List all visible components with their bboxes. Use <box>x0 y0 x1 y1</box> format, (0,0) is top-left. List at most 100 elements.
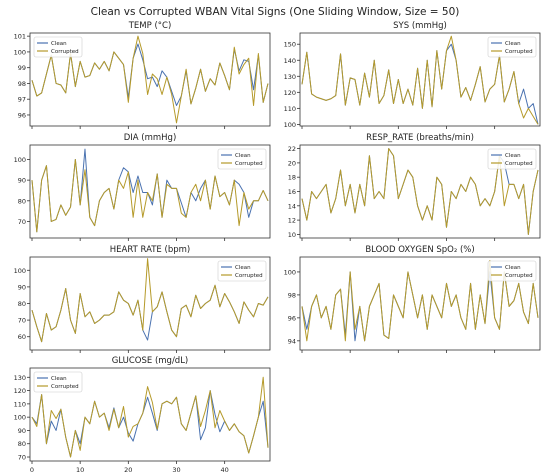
series-line-clean <box>31 284 269 343</box>
subplot-2: SYS (mmHg) 100 110 120 130 140 150 Clean Corrupt… <box>284 21 541 129</box>
legend-box <box>33 371 83 393</box>
axes-frame <box>299 32 541 127</box>
y-tick-label: 70 <box>18 317 26 325</box>
subplot-title: BLOOD OXYGEN SpO₂ (%) <box>365 245 474 255</box>
legend-label: Clean <box>51 41 67 47</box>
y-tick-label: 16 <box>288 188 296 196</box>
legend: Clean Corrupted <box>487 260 537 282</box>
x-tick-label: 0 <box>30 466 34 474</box>
y-tick-label: 22 <box>288 145 296 153</box>
x-tick-label: 40 <box>221 466 229 474</box>
y-tick-label: 101 <box>14 33 26 41</box>
legend-box <box>487 260 537 282</box>
subplot-5: HEART RATE (bpm) 60 70 80 90 100 Clean Corrupte… <box>14 245 271 353</box>
subplot-7: GLUCOSE (mg/dL) 70 80 90 100 110 120 130 0 10 20 30… <box>14 356 271 474</box>
x-tick-label: 10 <box>76 466 84 474</box>
y-tick-label: 14 <box>288 202 296 210</box>
y-tick-label: 98 <box>288 291 296 299</box>
y-tick-label: 99 <box>18 64 26 72</box>
series-line-corrupted <box>31 35 269 124</box>
subplot-4: RESP_RATE (breaths/min) 10 12 14 16 18 20 22 Cle… <box>288 133 541 241</box>
series-line-corrupted <box>31 258 269 343</box>
legend-box <box>487 36 537 58</box>
legend-box <box>217 148 267 170</box>
y-tick-label: 120 <box>284 89 296 97</box>
legend-label: Clean <box>51 376 67 382</box>
legend-label: Corrupted <box>505 49 533 55</box>
y-tick-label: 94 <box>288 337 296 345</box>
y-tick-label: 98 <box>18 80 26 88</box>
y-tick-label: 90 <box>18 283 26 291</box>
y-tick-label: 97 <box>18 96 26 104</box>
subplot-3: DIA (mmHg) 70 80 90 100 Clean Corrupted <box>14 133 271 241</box>
series-line-corrupted <box>301 259 539 342</box>
axes-frame <box>29 144 271 239</box>
series-line-corrupted <box>31 376 269 458</box>
legend-label: Clean <box>505 153 521 159</box>
legend-box <box>487 148 537 170</box>
y-tick-label: 12 <box>288 217 296 225</box>
y-tick-label: 130 <box>284 73 296 81</box>
legend: Clean Corrupted <box>487 148 537 170</box>
y-tick-label: 100 <box>14 414 26 422</box>
x-tick-label: 30 <box>172 466 180 474</box>
legend: Clean Corrupted <box>33 371 83 393</box>
y-tick-label: 100 <box>14 156 26 164</box>
legend: Clean Corrupted <box>217 260 267 282</box>
subplot-title: SYS (mmHg) <box>393 21 447 31</box>
y-tick-label: 110 <box>284 105 296 113</box>
y-tick-label: 10 <box>288 231 296 239</box>
legend-label: Clean <box>505 41 521 47</box>
y-tick-label: 96 <box>18 111 26 119</box>
legend-label: Clean <box>505 265 521 271</box>
y-tick-label: 70 <box>18 218 26 226</box>
y-tick-label: 80 <box>18 197 26 205</box>
x-tick-label: 20 <box>124 466 132 474</box>
y-tick-label: 70 <box>18 454 26 462</box>
subplot-6: BLOOD OXYGEN SpO₂ (%) 94 96 98 100 Clean Corru… <box>284 245 541 353</box>
axes-frame <box>29 367 271 462</box>
y-tick-label: 130 <box>14 374 26 382</box>
figure-title: Clean vs Corrupted WBAN Vital Signs (One… <box>90 6 460 18</box>
y-tick-label: 60 <box>18 333 26 341</box>
legend: Clean Corrupted <box>33 36 83 58</box>
legend-label: Corrupted <box>235 161 263 167</box>
y-tick-label: 100 <box>284 121 296 129</box>
y-tick-label: 140 <box>284 57 296 65</box>
y-tick-label: 20 <box>288 159 296 167</box>
subplot-title: TEMP (°C) <box>128 21 172 31</box>
subplot-1: TEMP (°C) 96 97 98 99 100 101 Clean Corrupted <box>14 21 271 129</box>
y-tick-label: 90 <box>18 427 26 435</box>
legend-label: Clean <box>235 153 251 159</box>
y-tick-label: 100 <box>284 268 296 276</box>
legend-label: Corrupted <box>235 273 263 279</box>
axes-frame <box>29 32 271 127</box>
y-tick-label: 100 <box>14 48 26 56</box>
y-tick-label: 110 <box>14 400 26 408</box>
y-tick-label: 80 <box>18 300 26 308</box>
subplot-title: RESP_RATE (breaths/min) <box>366 133 474 143</box>
y-tick-label: 100 <box>14 267 26 275</box>
y-tick-label: 120 <box>14 387 26 395</box>
y-tick-label: 96 <box>288 314 296 322</box>
legend-label: Corrupted <box>505 273 533 279</box>
legend-box <box>217 260 267 282</box>
legend-label: Corrupted <box>51 384 79 390</box>
series-line-corrupted <box>31 158 269 233</box>
subplot-title: GLUCOSE (mg/dL) <box>112 356 189 366</box>
y-tick-label: 150 <box>284 41 296 49</box>
legend-box <box>33 36 83 58</box>
legend-label: Clean <box>235 265 251 271</box>
y-tick-label: 18 <box>288 174 296 182</box>
y-tick-label: 90 <box>18 177 26 185</box>
legend-label: Corrupted <box>51 49 79 55</box>
subplot-title: HEART RATE (bpm) <box>110 245 190 255</box>
legend-label: Corrupted <box>505 161 533 167</box>
legend: Clean Corrupted <box>217 148 267 170</box>
series-line-corrupted <box>301 35 539 125</box>
subplot-title: DIA (mmHg) <box>124 133 177 143</box>
y-tick-label: 80 <box>18 440 26 448</box>
series-line-clean <box>31 390 269 458</box>
